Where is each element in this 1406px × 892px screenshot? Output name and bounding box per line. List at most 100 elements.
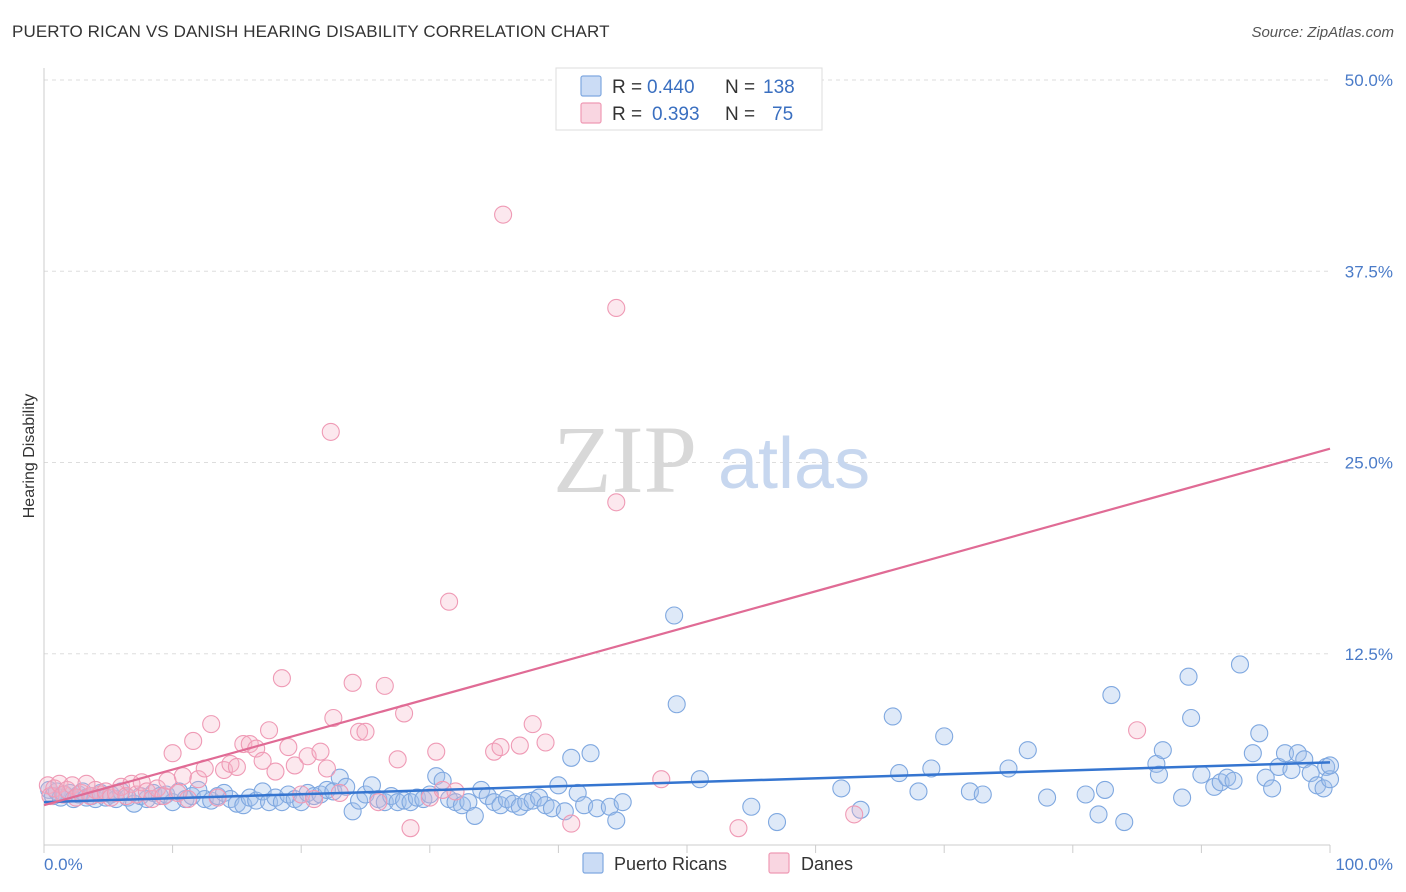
puerto-ricans-point-120 — [1179, 667, 1198, 686]
danes-point-28 — [173, 767, 192, 786]
danes-point-78 — [729, 819, 748, 838]
danes-point-67 — [440, 592, 459, 611]
danes-point-77 — [652, 770, 671, 789]
puerto-ricans-point-129 — [1250, 724, 1269, 743]
danes-point-56 — [350, 722, 369, 741]
chart-title: PUERTO RICAN VS DANISH HEARING DISABILIT… — [12, 22, 610, 41]
puerto-ricans-point-97 — [742, 797, 761, 816]
puerto-ricans-point-128 — [1243, 744, 1262, 763]
danes-point-51 — [317, 759, 336, 778]
x-tick-label-min: 0.0% — [44, 855, 83, 874]
danes-point-79 — [845, 805, 864, 824]
legend-r-label-blue: R = — [612, 77, 642, 98]
puerto-ricans-point-98 — [767, 812, 787, 832]
puerto-ricans-point-52 — [343, 802, 362, 821]
series-legend-label-pink: Danes — [801, 854, 853, 874]
x-tick-label-max: 100.0% — [1335, 855, 1393, 874]
danes-point-69 — [491, 738, 510, 757]
danes-point-70 — [494, 205, 513, 224]
puerto-ricans-point-122 — [1192, 765, 1211, 784]
puerto-ricans-point-110 — [1038, 788, 1057, 807]
trend-lines — [43, 447, 1331, 807]
puerto-ricans-points — [40, 606, 1340, 832]
danes-point-52 — [324, 708, 343, 728]
legend-n-label-pink: N = — [725, 104, 755, 125]
puerto-ricans-point-108 — [999, 759, 1018, 778]
danes-point-45 — [279, 738, 298, 757]
danes-point-31 — [189, 770, 208, 789]
puerto-ricans-point-126 — [1224, 771, 1243, 790]
legend-n-value-pink: 75 — [772, 104, 793, 125]
danes-point-26 — [163, 744, 182, 763]
series-legend-swatch-blue — [582, 852, 604, 874]
series-legend-label-blue: Puerto Ricans — [614, 854, 727, 874]
puerto-ricans-point-123 — [1205, 777, 1224, 796]
puerto-ricans-point-109 — [1018, 741, 1037, 760]
puerto-ricans-point-127 — [1230, 655, 1250, 674]
puerto-ricans-point-81 — [530, 788, 549, 807]
puerto-ricans-point-50 — [330, 768, 349, 787]
danes-point-71 — [510, 736, 529, 755]
danes-point-30 — [184, 731, 203, 751]
danes-point-46 — [285, 756, 304, 775]
y-tick-label-0: 12.5% — [1345, 645, 1393, 664]
legend-n-value-blue: 138 — [763, 77, 795, 98]
danes-point-64 — [427, 742, 446, 761]
puerto-ricans-point-139 — [1314, 779, 1333, 798]
puerto-ricans-point-100 — [851, 800, 870, 819]
legend-swatch-pink — [580, 102, 602, 124]
puerto-ricans-point-118 — [1153, 741, 1172, 760]
puerto-ricans-point-104 — [922, 759, 941, 778]
danes-point-55 — [343, 673, 362, 692]
danes-point-62 — [401, 819, 420, 838]
danes-point-24 — [154, 786, 173, 806]
x-ticks — [43, 845, 1331, 853]
puerto-ricans-point-111 — [1076, 785, 1095, 804]
puerto-ricans-point-142 — [1320, 756, 1340, 775]
danes-point-72 — [523, 715, 542, 734]
puerto-ricans-point-39 — [259, 793, 279, 812]
puerto-ricans-point-134 — [1282, 760, 1301, 780]
puerto-ricans-point-121 — [1182, 708, 1201, 728]
puerto-ricans-point-86 — [562, 748, 581, 767]
puerto-ricans-point-141 — [1320, 770, 1340, 789]
puerto-ricans-point-131 — [1263, 779, 1282, 798]
danes-point-68 — [485, 742, 504, 761]
legend-n-label-blue: N = — [725, 77, 755, 98]
y-tick-label-3: 50.0% — [1345, 71, 1393, 90]
puerto-ricans-point-94 — [665, 606, 684, 625]
y-tick-labels: 12.5% 25.0% 37.5% 50.0% — [1345, 71, 1393, 664]
puerto-ricans-point-102 — [890, 764, 909, 783]
trend-line-puerto-ricans — [43, 761, 1331, 804]
danes-point-73 — [536, 733, 555, 752]
puerto-ricans-point-117 — [1149, 765, 1169, 784]
puerto-ricans-point-92 — [607, 811, 626, 830]
puerto-ricans-point-130 — [1256, 768, 1275, 787]
watermark-atlas: atlas — [718, 424, 870, 504]
y-tick-label-2: 37.5% — [1345, 262, 1393, 281]
puerto-ricans-point-89 — [581, 744, 600, 763]
danes-point-57 — [356, 722, 375, 741]
puerto-ricans-point-112 — [1089, 805, 1108, 824]
trend-line-danes — [43, 447, 1331, 807]
danes-point-75 — [607, 298, 626, 318]
danes-point-53 — [321, 422, 340, 441]
puerto-ricans-point-96 — [690, 770, 709, 789]
puerto-ricans-point-71 — [465, 806, 484, 825]
danes-points — [38, 101, 1147, 838]
puerto-ricans-point-105 — [935, 727, 954, 746]
puerto-ricans-point-115 — [1115, 812, 1134, 832]
y-tick-label-1: 25.0% — [1345, 454, 1393, 473]
puerto-ricans-point-133 — [1275, 744, 1295, 763]
legend-r-value-blue: 0.440 — [647, 77, 695, 98]
puerto-ricans-point-119 — [1173, 788, 1192, 807]
danes-point-74 — [562, 814, 581, 833]
y-axis-title: Hearing Disability — [21, 394, 38, 519]
danes-point-43 — [266, 762, 285, 781]
danes-point-58 — [369, 793, 388, 812]
danes-point-80 — [1128, 721, 1147, 740]
puerto-ricans-point-99 — [832, 779, 851, 798]
danes-point-59 — [375, 676, 394, 695]
legend-r-label-pink: R = — [612, 104, 642, 125]
puerto-ricans-point-114 — [1102, 686, 1121, 705]
